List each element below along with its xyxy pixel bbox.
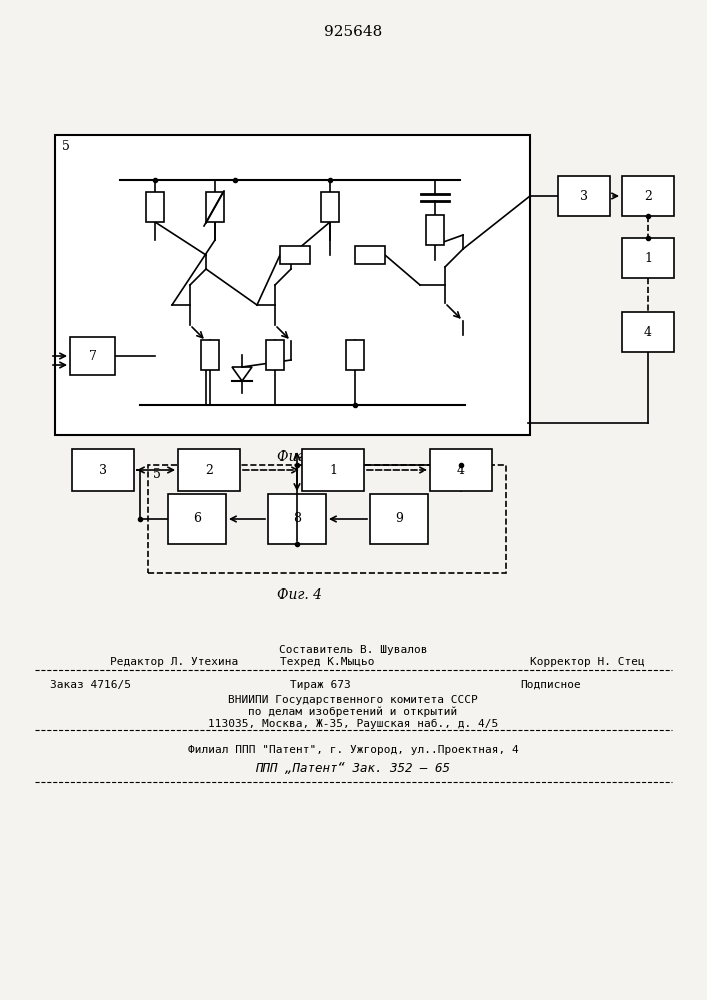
Text: 925648: 925648 (324, 25, 382, 39)
Text: 2: 2 (205, 464, 213, 477)
Bar (370, 494, 428, 544)
Bar (321, 192, 339, 222)
Text: 3: 3 (99, 464, 107, 477)
Bar (268, 494, 326, 544)
Bar (146, 192, 164, 222)
Text: Заказ 4716/5: Заказ 4716/5 (50, 680, 131, 690)
Text: 5: 5 (153, 468, 161, 481)
Text: 1: 1 (644, 251, 652, 264)
Bar (355, 246, 385, 264)
Bar (206, 192, 224, 222)
Text: Составитель В. Шувалов: Составитель В. Шувалов (279, 645, 427, 655)
Bar (302, 449, 364, 491)
Text: Техред К.Мыцьо: Техред К.Мыцьо (280, 657, 375, 667)
Text: 3: 3 (580, 190, 588, 202)
Text: по делам изобретений и открытий: по делам изобретений и открытий (248, 707, 457, 717)
Bar (426, 215, 444, 245)
Bar (168, 494, 226, 544)
Text: 9: 9 (395, 512, 403, 526)
Bar (622, 176, 674, 216)
Bar (266, 340, 284, 370)
Text: 7: 7 (88, 350, 96, 362)
Text: 6: 6 (193, 512, 201, 526)
Text: Фиг. 3: Фиг. 3 (278, 450, 322, 464)
Bar (622, 312, 674, 352)
Bar (148, 465, 506, 573)
Text: ППП „Патент“ Зак. 352 – 65: ППП „Патент“ Зак. 352 – 65 (255, 762, 450, 774)
Text: ВНИИПИ Государственного комитета СССР: ВНИИПИ Государственного комитета СССР (228, 695, 478, 705)
Text: 4: 4 (644, 326, 652, 338)
Text: Редактор Л. Утехина: Редактор Л. Утехина (110, 657, 238, 667)
Text: 8: 8 (293, 512, 301, 526)
Text: 113035, Москва, Ж-35, Раушская наб., д. 4/5: 113035, Москва, Ж-35, Раушская наб., д. … (208, 719, 498, 729)
Text: 4: 4 (457, 464, 465, 477)
Bar (558, 176, 610, 216)
Bar (201, 340, 219, 370)
Text: 1: 1 (329, 464, 337, 477)
Bar (55, 135, 530, 435)
Text: 2: 2 (644, 190, 652, 202)
Text: Тираж 673: Тираж 673 (290, 680, 351, 690)
Bar (178, 449, 240, 491)
Bar (622, 238, 674, 278)
Bar (72, 449, 134, 491)
Text: 5: 5 (62, 140, 70, 153)
Bar (346, 340, 364, 370)
Text: Корректор Н. Стец: Корректор Н. Стец (530, 657, 645, 667)
Bar (70, 337, 115, 375)
Text: Фиг. 4: Фиг. 4 (278, 588, 322, 602)
Text: Филиал ППП "Патент", г. Ужгород, ул..Проектная, 4: Филиал ППП "Патент", г. Ужгород, ул..Про… (187, 745, 518, 755)
Text: Подписное: Подписное (520, 680, 580, 690)
Bar (280, 246, 310, 264)
Bar (430, 449, 492, 491)
